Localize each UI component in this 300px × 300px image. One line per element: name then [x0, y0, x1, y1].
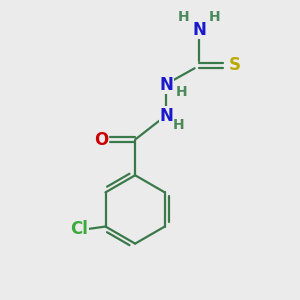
Text: H: H — [178, 10, 189, 24]
Text: H: H — [209, 10, 220, 24]
Text: S: S — [229, 56, 241, 74]
Text: H: H — [176, 85, 187, 99]
Text: Cl: Cl — [70, 220, 88, 238]
Text: O: O — [94, 130, 108, 148]
Text: H: H — [173, 118, 184, 132]
Text: N: N — [159, 76, 173, 94]
Text: N: N — [192, 21, 206, 39]
Text: N: N — [159, 107, 173, 125]
